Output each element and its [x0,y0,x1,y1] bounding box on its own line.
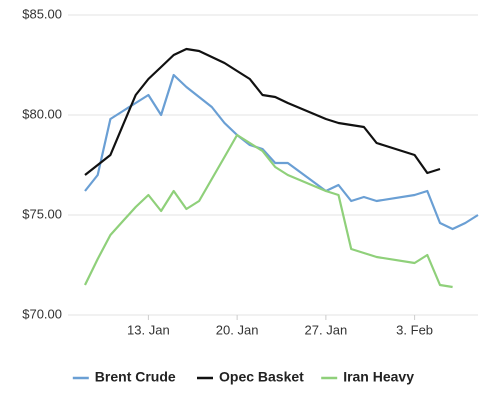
legend-label: Iran Heavy [343,369,414,385]
x-tick-label: 3. Feb [396,322,433,337]
series-line [84,47,441,176]
series-line [84,73,479,231]
series-line [84,133,453,289]
y-tick-label: $85.00 [22,6,62,21]
y-tick-label: $75.00 [22,206,62,221]
legend: Brent Crude Opec Basket Iran Heavy [72,369,414,385]
legend-label: Brent Crude [95,369,176,385]
x-tick-label: 20. Jan [216,322,259,337]
legend-label: Opec Basket [219,369,304,385]
y-tick-label: $70.00 [22,306,62,321]
y-tick-label: $80.00 [22,106,62,121]
x-tick-label: 27. Jan [305,322,348,337]
x-tick-label: 13. Jan [127,322,170,337]
